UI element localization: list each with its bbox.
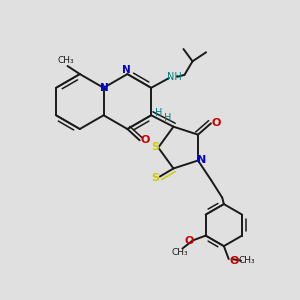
Text: S: S (152, 173, 159, 183)
Text: S: S (152, 142, 160, 152)
Text: CH₃: CH₃ (238, 256, 255, 265)
Text: O: O (212, 118, 221, 128)
Text: CH₃: CH₃ (58, 56, 74, 65)
Text: N: N (100, 83, 109, 93)
Text: CH₃: CH₃ (172, 248, 188, 257)
Text: N: N (122, 65, 131, 75)
Text: N: N (196, 155, 206, 166)
Text: O: O (230, 256, 239, 266)
Text: NH: NH (167, 72, 182, 82)
Text: H: H (164, 113, 172, 123)
Text: O: O (184, 236, 194, 246)
Text: H: H (154, 108, 162, 118)
Text: O: O (140, 135, 149, 145)
